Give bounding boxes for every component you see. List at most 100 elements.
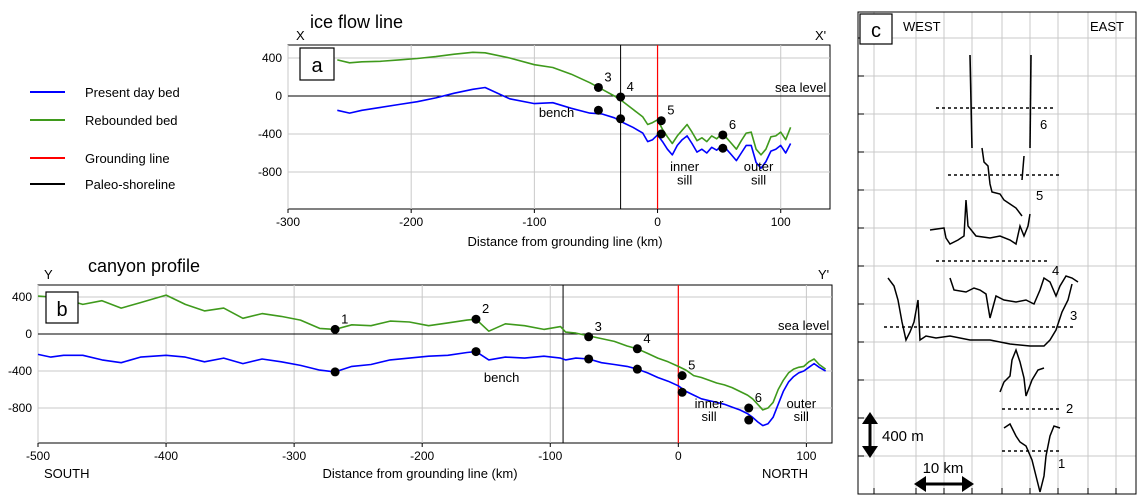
panel-a-axes: -300 -200 -100 0 100 400 0 -400 -800 sea level [258,45,830,229]
a-point-4-lower [616,114,626,124]
scale-arrow-left-icon [914,476,926,492]
profile-3-trace [887,277,1073,347]
b-point-label-1: 1 [341,311,348,326]
b-annotation-3: outer [786,396,816,411]
b-xtick-label-0: 0 [675,449,682,463]
a-sea-level-label: sea level [775,80,826,95]
panel-b: canyon profile Y Y' -500 -400 -300 -200 -100… [8,256,833,481]
a-annotation-3: outer [744,159,774,174]
b-point-6-lower [744,415,754,425]
legend-label-grounding: Grounding line [85,151,170,166]
scale-arrow-down-icon [862,446,878,458]
b-point-5-upper [677,371,687,381]
a-annotation-2: sill [677,172,692,187]
b-point-label-5: 5 [688,358,695,373]
panel-c-letter-box [859,13,893,45]
b-xtick-label--400: -400 [154,449,178,463]
horizontal-scale-bar: 10 km [914,460,974,492]
b-xtick-label--500: -500 [26,449,50,463]
panel-c-letter: c [871,20,881,42]
profile-1-trace [1003,422,1061,493]
profile-6-trace-left [969,54,973,149]
b-point-2-upper [471,314,481,324]
panel-a-letter: a [311,55,323,77]
b-annotation-2: sill [701,409,716,424]
a-point-label-5: 5 [667,103,674,118]
a-point-5-lower [656,129,666,139]
b-point-3-lower [584,354,594,364]
b-ytick-label--800: -800 [8,401,32,415]
legend: Present day bed Rebounded bed Grounding … [30,85,180,192]
panel-b-corner-right: Y' [818,267,829,282]
panel-b-xlabel: Distance from grounding line (km) [322,466,517,481]
a-xtick-label--200: -200 [399,215,423,229]
a-xtick-label-0: 0 [654,215,661,229]
b-point-4-lower [632,364,642,374]
panel-b-letter: b [56,299,67,321]
a-ytick-label--800: -800 [258,165,282,179]
a-point-label-6: 6 [729,117,736,132]
b-xtick-label--100: -100 [538,449,562,463]
legend-label-rebounded: Rebounded bed [85,113,178,128]
a-series-rebounded-bed [337,51,792,156]
profile-5-trace-right [1021,155,1025,181]
profile-2-trace [999,347,1045,397]
a-point-6-upper [718,130,728,140]
b-point-1-upper [330,324,340,334]
profile-4-trace [929,199,1031,246]
scale-arrow-right-icon [962,476,974,492]
b-annotation-1: inner [695,396,725,411]
a-point-3-upper [593,82,603,92]
a-point-label-4: 4 [627,79,634,94]
profile-6-label: 6 [1040,117,1047,132]
profile-4-label: 4 [1052,263,1059,278]
panel-a-corner-left: X [296,28,305,43]
a-series-present-day-bed [337,86,792,169]
b-point-6-upper [744,403,754,413]
b-point-label-4: 4 [643,331,650,346]
panel-a: ice flow line X X' -300 -200 -100 0 1004000-… [258,12,831,249]
panel-c-west: WEST [903,19,941,34]
a-annotation-4: sill [751,172,766,187]
panel-a-grid [287,45,830,209]
b-ytick-label--400: -400 [8,364,32,378]
profile-5-trace [981,147,1023,217]
vertical-scale-bar: 400 m [862,412,924,458]
profile-2-label: 2 [1066,401,1073,416]
profile-5-label: 5 [1036,188,1043,203]
panel-c: c WEST EAST 6 5 4 3 2 1 [857,11,1137,495]
a-annotation-0: bench [539,105,574,120]
a-point-5-upper [656,116,666,126]
b-xtick-label--200: -200 [410,449,434,463]
b-ytick-label-400: 400 [12,290,32,304]
b-point-label-3: 3 [595,319,602,334]
panel-a-letter-box [299,47,335,81]
profile-6-trace-right [1029,54,1032,149]
legend-label-shoreline: Paleo-shoreline [85,177,175,192]
a-point-3-lower [593,105,603,115]
panel-a-series [337,51,792,169]
a-ytick-label--400: -400 [258,127,282,141]
profile-3b-trace [949,275,1079,319]
panel-b-end-left: SOUTH [44,466,90,481]
a-point-label-3: 3 [604,69,611,84]
a-ytick-label-0: 0 [275,89,282,103]
a-ytick-label-400: 400 [262,51,282,65]
panel-b-axes: -500 -400 -300 -200 -100 0 100 400 0 -400 -800 sea … [8,285,832,463]
panel-a-title: ice flow line [310,12,403,32]
b-point-5-lower [677,387,687,397]
panel-b-corner-left: Y [44,267,53,282]
a-annotation-1: inner [670,159,700,174]
horizontal-scale-label: 10 km [923,460,964,477]
b-annotation-0: bench [484,370,519,385]
b-annotation-4: sill [794,409,809,424]
panel-b-title: canyon profile [88,256,200,276]
b-xtick-label-100: 100 [796,449,816,463]
scale-arrow-up-icon [862,412,878,424]
a-xtick-label--100: -100 [522,215,546,229]
panel-a-xlabel: Distance from grounding line (km) [467,234,662,249]
b-sea-level-label: sea level [778,318,829,333]
